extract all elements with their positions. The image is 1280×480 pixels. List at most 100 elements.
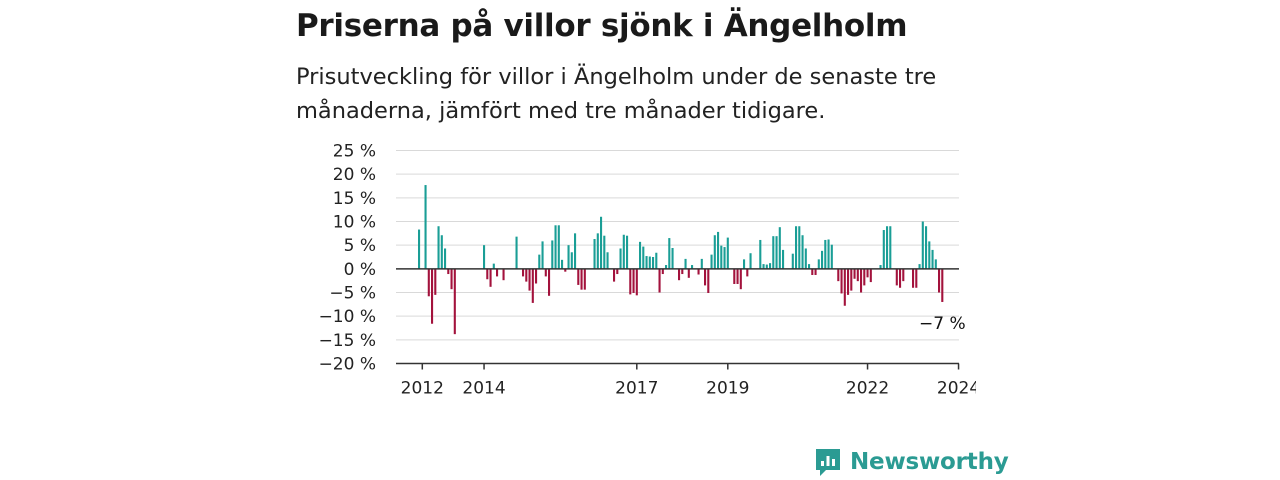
bar bbox=[902, 268, 905, 282]
bar bbox=[616, 268, 619, 275]
bar bbox=[639, 241, 642, 269]
bar bbox=[782, 249, 785, 269]
bar bbox=[678, 268, 681, 281]
bar bbox=[720, 245, 723, 269]
bar bbox=[824, 239, 827, 269]
bar bbox=[671, 248, 674, 269]
bar bbox=[600, 216, 603, 269]
bar bbox=[603, 235, 606, 269]
bar bbox=[843, 268, 846, 306]
bar bbox=[889, 226, 892, 269]
bar bbox=[544, 268, 547, 277]
bar bbox=[642, 246, 645, 269]
bar bbox=[440, 235, 443, 269]
bar bbox=[723, 247, 726, 269]
bar bbox=[879, 265, 882, 269]
y-tick-label: 0 % bbox=[344, 260, 376, 280]
bar bbox=[658, 268, 661, 293]
bar bbox=[629, 268, 632, 295]
bar bbox=[736, 268, 739, 284]
bar bbox=[856, 268, 859, 282]
bar bbox=[811, 268, 814, 275]
bar bbox=[697, 268, 700, 275]
y-tick-label: 25 % bbox=[333, 142, 376, 162]
x-tick-label: 2012 bbox=[401, 379, 444, 399]
bar bbox=[808, 264, 811, 269]
last-value-label: −7 % bbox=[919, 314, 966, 334]
bar bbox=[762, 264, 765, 269]
bar bbox=[483, 245, 486, 269]
bar bbox=[746, 268, 749, 277]
bar bbox=[622, 234, 625, 269]
bar bbox=[434, 268, 437, 295]
bar bbox=[635, 268, 638, 296]
y-tick-label: 10 % bbox=[333, 213, 376, 233]
x-tick-label: 2017 bbox=[615, 379, 658, 399]
bar bbox=[817, 259, 820, 269]
bar bbox=[726, 237, 729, 269]
bar bbox=[496, 268, 499, 277]
bar bbox=[866, 268, 869, 278]
bar bbox=[886, 226, 889, 269]
bar bbox=[548, 268, 551, 296]
bar bbox=[717, 231, 720, 269]
bar bbox=[580, 268, 583, 290]
bar bbox=[661, 268, 664, 275]
bar bbox=[791, 253, 794, 269]
bar bbox=[899, 268, 902, 288]
bar bbox=[847, 268, 850, 295]
bar bbox=[915, 268, 918, 288]
bar bbox=[626, 235, 629, 269]
bar bbox=[759, 239, 762, 269]
y-tick-label: −10 % bbox=[319, 307, 376, 327]
bar bbox=[934, 259, 937, 269]
bar bbox=[749, 253, 752, 269]
bar bbox=[522, 268, 525, 277]
bar bbox=[437, 226, 440, 269]
bar bbox=[570, 252, 573, 269]
bar bbox=[691, 265, 694, 269]
y-tick-label: 15 % bbox=[333, 189, 376, 209]
bar-chart: 25 % 20 % 15 % 10 % 5 % 0 % −5 % −10 % −15 % −20 … bbox=[319, 142, 976, 399]
bar bbox=[912, 268, 915, 288]
bar bbox=[895, 268, 898, 286]
bar bbox=[925, 226, 928, 269]
bar bbox=[645, 256, 648, 269]
bar bbox=[921, 221, 924, 269]
bar bbox=[554, 225, 557, 269]
bar bbox=[447, 268, 450, 275]
x-tick-label: 2024 bbox=[937, 379, 976, 399]
x-tick-label: 2014 bbox=[462, 379, 505, 399]
bar bbox=[684, 258, 687, 269]
bar bbox=[765, 264, 768, 269]
bar bbox=[652, 257, 655, 269]
bar bbox=[431, 268, 434, 324]
bar bbox=[860, 268, 863, 293]
bar bbox=[619, 248, 622, 269]
bar bbox=[941, 268, 944, 302]
bar bbox=[538, 254, 541, 269]
y-tick-label: −5 % bbox=[329, 284, 376, 304]
bar bbox=[850, 268, 853, 291]
brand-logo: Newsworthy bbox=[814, 444, 1009, 480]
x-tick-label: 2022 bbox=[846, 379, 889, 399]
bar bbox=[778, 227, 781, 269]
bar bbox=[665, 265, 668, 269]
bar bbox=[928, 241, 931, 269]
brand-name: Newsworthy bbox=[850, 449, 1009, 475]
bar bbox=[772, 236, 775, 269]
bar bbox=[863, 268, 866, 286]
bar bbox=[424, 185, 427, 269]
bar bbox=[535, 268, 538, 284]
bar bbox=[648, 256, 651, 269]
bar bbox=[525, 268, 528, 282]
bar bbox=[687, 268, 690, 278]
bar bbox=[681, 268, 684, 275]
chart-title: Priserna på villor sjönk i Ängelholm bbox=[296, 8, 908, 44]
bar bbox=[853, 268, 856, 279]
bar bbox=[492, 263, 495, 269]
bar bbox=[567, 245, 570, 269]
bar bbox=[489, 268, 492, 287]
bar bbox=[541, 241, 544, 269]
bar bbox=[427, 268, 430, 297]
